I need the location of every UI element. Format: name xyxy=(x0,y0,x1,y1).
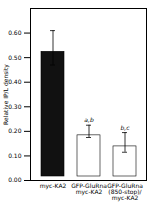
svg-text:GFP-GluRna(850-stop)/myc-KA2: GFP-GluRna(850-stop)/myc-KA2 xyxy=(107,182,143,202)
svg-text:myc-KA2: myc-KA2 xyxy=(40,182,67,190)
svg-text:GFP-GluRnamyc-KA2: GFP-GluRnamyc-KA2 xyxy=(71,182,107,196)
svg-text:0.60: 0.60 xyxy=(8,29,22,36)
svg-text:0.20: 0.20 xyxy=(8,127,22,134)
svg-text:a,b: a,b xyxy=(84,116,94,123)
svg-text:Relative IP/L density: Relative IP/L density xyxy=(2,64,10,125)
svg-text:0.40: 0.40 xyxy=(8,78,22,85)
svg-text:b,c: b,c xyxy=(120,124,130,131)
svg-text:0.10: 0.10 xyxy=(8,152,22,159)
svg-text:0.30: 0.30 xyxy=(8,103,22,110)
svg-text:0.00: 0.00 xyxy=(8,176,22,183)
svg-text:0.50: 0.50 xyxy=(8,54,22,61)
